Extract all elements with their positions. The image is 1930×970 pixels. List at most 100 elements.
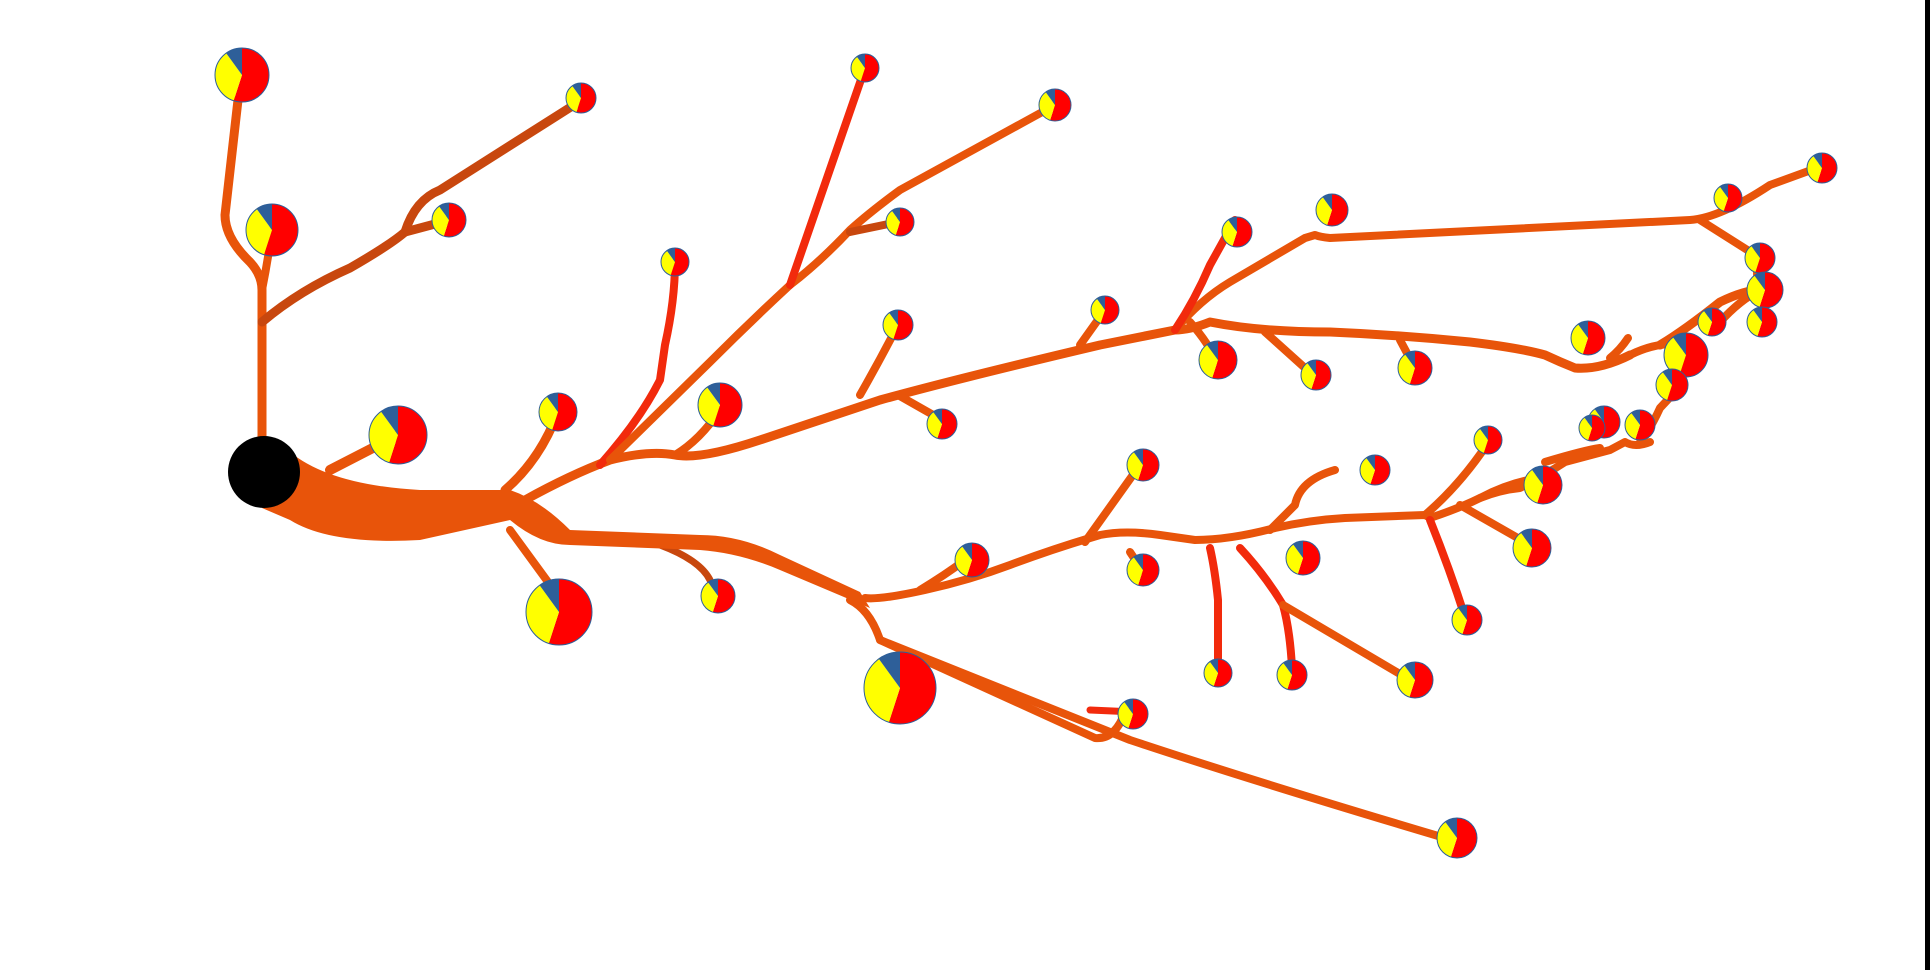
pie-outline: [565, 82, 597, 114]
pie-slice-blue: [1133, 554, 1143, 570]
pie-node-21: [1713, 183, 1743, 213]
pie-node-16: [1315, 193, 1349, 227]
pie-slice-blue: [1578, 321, 1588, 338]
pie-slice-yellow: [1090, 298, 1105, 324]
pie-outline: [1315, 193, 1349, 227]
branch-34: [1541, 444, 1604, 466]
pie-slice-red: [233, 48, 269, 102]
pie-slice-yellow: [1513, 532, 1532, 567]
pie-slice-blue: [1124, 699, 1133, 714]
pie-slice-yellow: [215, 53, 242, 101]
pie-slice-red: [1213, 658, 1233, 688]
pie-slice-blue: [1813, 153, 1822, 168]
pie-outline: [1451, 604, 1483, 636]
pie-node-40: [1203, 658, 1233, 688]
pie-slice-blue: [1366, 455, 1375, 470]
pie-slice-red: [1212, 341, 1238, 379]
tree-branches: [220, 64, 1829, 842]
pie-slice-blue: [1045, 89, 1055, 105]
pie-slice-yellow: [565, 85, 581, 113]
pie-slice-yellow: [1524, 469, 1543, 504]
branch-15: [596, 258, 679, 469]
pie-outline: [1126, 448, 1160, 482]
pie-slice-red: [670, 247, 690, 276]
pie-slice-blue: [878, 652, 900, 688]
pie-node-26: [1746, 306, 1778, 338]
pie-slice-yellow: [850, 56, 865, 82]
pie-node-39: [1276, 659, 1308, 691]
pie-node-20: [1570, 320, 1606, 356]
pie-slice-yellow: [525, 585, 559, 644]
pie-outline: [660, 247, 690, 277]
pie-slice-yellow: [1624, 412, 1640, 440]
pie-slice-blue: [1405, 351, 1415, 368]
pie-outline: [885, 207, 915, 237]
pie-slice-yellow: [368, 411, 398, 463]
pie-slice-red: [1817, 153, 1837, 184]
pie-outline: [1090, 295, 1120, 325]
branch-2: [257, 93, 590, 327]
pie-outline: [368, 405, 428, 465]
pie-slice-yellow: [246, 208, 272, 255]
pie-slice-red: [1759, 272, 1783, 308]
pie-slice-blue: [380, 406, 398, 435]
pie-slice-red: [1755, 243, 1775, 273]
pie-outline: [1806, 152, 1838, 184]
pie-node-18: [1300, 359, 1332, 391]
pie-slice-yellow: [1117, 701, 1133, 729]
pie-slice-red: [713, 383, 743, 428]
pie-slice-red: [548, 579, 593, 645]
pie-slice-yellow: [1473, 428, 1488, 454]
pie-node-47: [863, 651, 937, 725]
pie-slice-red: [1100, 295, 1120, 324]
pie-node-1: [214, 47, 270, 103]
pie-slice-red: [895, 207, 915, 236]
pie-node-44: [700, 578, 736, 614]
pie-slice-yellow: [1746, 309, 1762, 337]
pie-slice-blue: [1206, 341, 1218, 360]
pie-slice-yellow: [1571, 324, 1588, 355]
pie-node-42: [1126, 553, 1160, 587]
pie-node-3: [431, 202, 467, 238]
pie-slice-red: [937, 409, 957, 440]
pie-node-19: [1397, 350, 1433, 386]
pie-slice-yellow: [1286, 544, 1303, 575]
pie-slice-red: [1526, 529, 1552, 567]
branch-13: [1606, 334, 1632, 362]
pie-slice-blue: [1754, 272, 1765, 290]
branch-14: [1171, 216, 1239, 334]
pie-slice-yellow: [1127, 557, 1143, 586]
branch-30: [876, 636, 1449, 842]
pie-node-46: [525, 578, 593, 646]
pie-slice-red: [1537, 466, 1563, 505]
pie-slice-red: [860, 53, 880, 82]
pie-outline: [1436, 817, 1478, 859]
main-trunk: [262, 442, 870, 608]
pie-slice-red: [1635, 410, 1655, 440]
pie-slice-blue: [1631, 409, 1640, 425]
pie-slice-blue: [1753, 307, 1762, 322]
pie-slice-red: [1723, 184, 1743, 212]
pie-slice-yellow: [1697, 310, 1712, 336]
pie-slice-blue: [1662, 369, 1672, 385]
pie-slice-red: [888, 652, 936, 724]
pie-outline: [697, 382, 743, 428]
pie-slice-red: [1327, 194, 1348, 226]
pie-node-8: [660, 247, 690, 277]
pie-slice-blue: [891, 208, 900, 222]
pie-slice-blue: [1673, 332, 1686, 355]
pie-slice-red: [1232, 217, 1252, 247]
pie-node-17: [1198, 340, 1238, 380]
pie-outline: [538, 392, 578, 432]
pie-slice-yellow: [1359, 457, 1375, 485]
pie-outline: [1523, 465, 1563, 505]
pie-slice-blue: [1594, 406, 1604, 422]
pie-slice-blue: [1520, 529, 1532, 548]
pie-slice-yellow: [701, 582, 718, 613]
pie-node-22: [1806, 152, 1838, 184]
pie-slice-yellow: [1744, 245, 1760, 273]
root-node: [228, 436, 300, 508]
pie-slice-yellow: [1221, 219, 1237, 247]
pie-slice-red: [443, 203, 466, 237]
pie-outline: [1359, 454, 1391, 486]
